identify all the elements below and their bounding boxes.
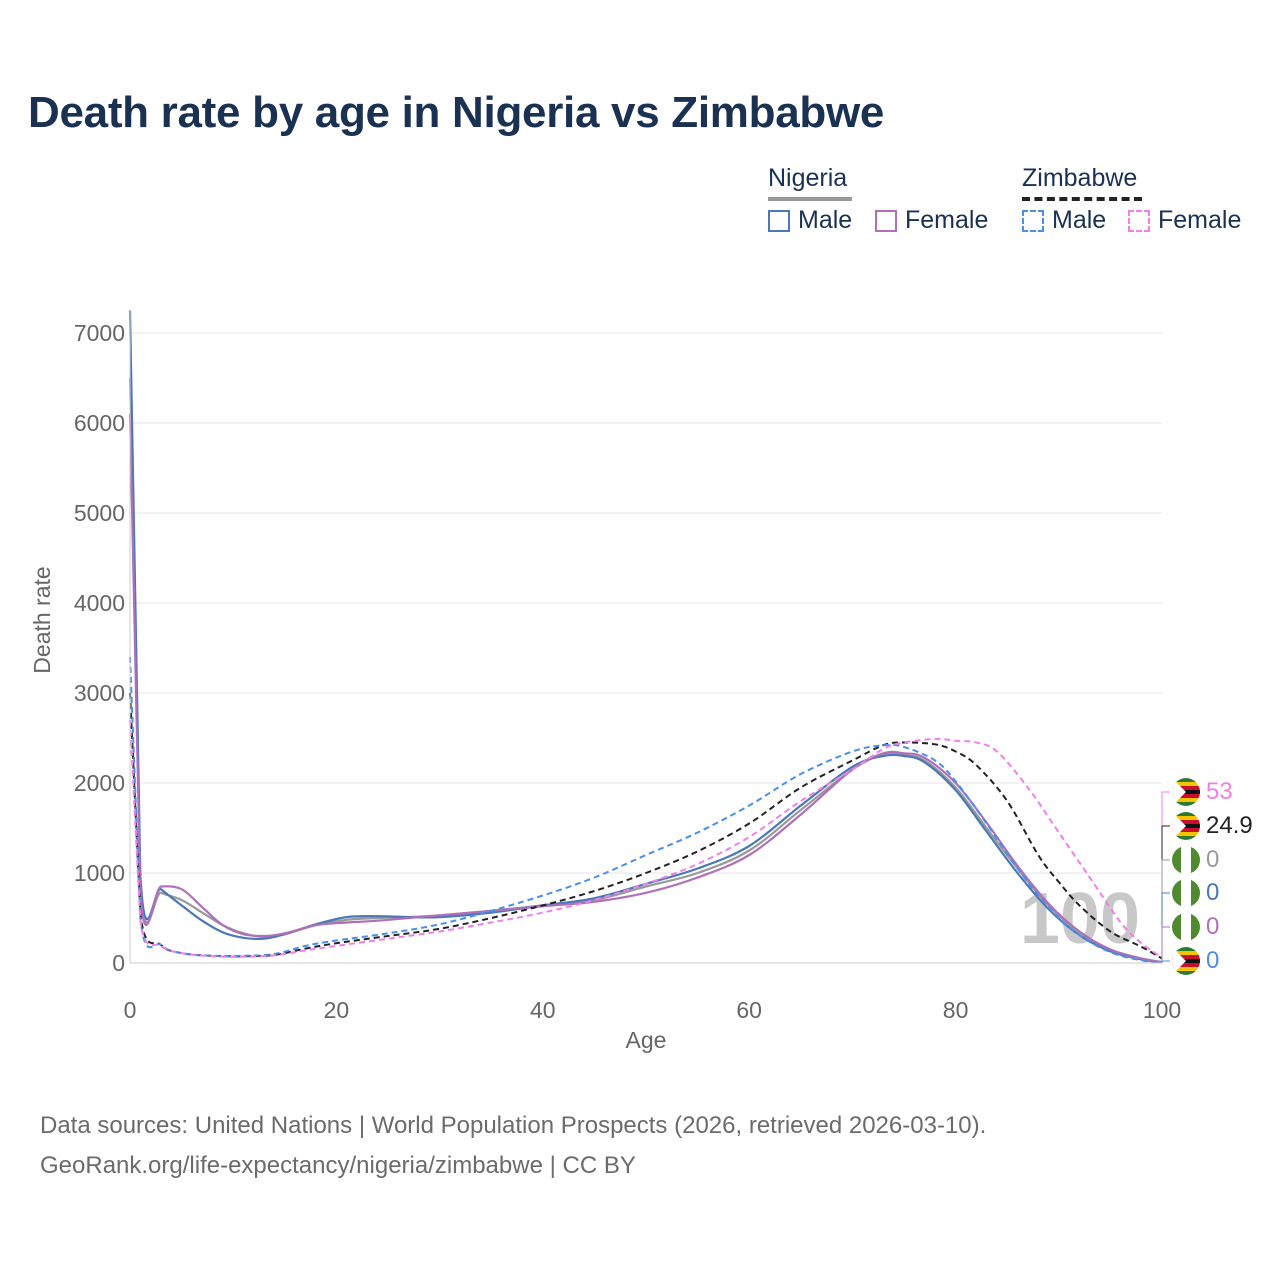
x-tick-label: 40 [530, 997, 556, 1023]
end-value-label: 0 [1206, 846, 1220, 873]
end-value-label: 53 [1206, 778, 1233, 805]
nigeria-flag-icon [1172, 879, 1200, 907]
footer-link[interactable]: GeoRank.org/life-expectancy/nigeria/zimb… [40, 1152, 636, 1179]
legend-group-zimbabwe: Zimbabwe [1022, 164, 1142, 201]
legend-item-zimbabwe-male[interactable]: Male [1022, 206, 1106, 235]
nigeria-flag-icon [1172, 913, 1200, 941]
footer: Data sources: United Nations | World Pop… [40, 1106, 986, 1186]
legend-item-label: Female [905, 206, 989, 234]
x-tick-label: 20 [324, 997, 350, 1023]
end-value-label: 0 [1206, 947, 1220, 974]
series-line-zimbabwe-male[interactable] [129, 656, 1163, 964]
zimbabwe-flag-icon [1172, 812, 1200, 840]
y-tick-label: 5000 [74, 500, 125, 526]
y-tick-label: 1000 [74, 860, 125, 886]
legend-swatch [1022, 209, 1044, 232]
x-axis-label: Age [626, 1027, 667, 1053]
series-lines [128, 310, 1163, 964]
end-label-connector [1161, 825, 1170, 963]
legend-swatch [768, 209, 790, 232]
end-value-label: 0 [1206, 879, 1220, 906]
end-value-label: 24.9 [1206, 812, 1253, 839]
end-label-connector [1161, 926, 1170, 963]
y-axis-label: Death rate [29, 566, 55, 673]
y-tick-label: 0 [112, 950, 125, 976]
end-label-connector [1161, 791, 1170, 963]
x-tick-label: 60 [736, 997, 762, 1023]
y-tick-label: 7000 [74, 320, 125, 346]
legend: Nigeria Zimbabwe [0, 160, 1280, 240]
end-label-connectors [1161, 791, 1170, 963]
series-line-nigeria-total[interactable] [128, 377, 1163, 964]
zimbabwe-flag-icon [1172, 778, 1200, 806]
series-line-zimbabwe-female[interactable] [129, 719, 1163, 959]
y-tick-label: 6000 [74, 410, 125, 436]
end-label-connector [1161, 960, 1170, 963]
y-tick-label: 2000 [74, 770, 125, 796]
legend-item-zimbabwe-female[interactable]: Female [1128, 206, 1241, 235]
zimbabwe-flag-icon [1172, 947, 1200, 975]
legend-group-line [768, 197, 852, 201]
chart-area: 0 1000 2000 3000 4000 5000 6000 7000 0 20 40 60 80 10… [29, 310, 1181, 1053]
legend-group-label: Zimbabwe [1022, 164, 1138, 192]
legend-group-nigeria: Nigeria [768, 164, 852, 201]
series-line-zimbabwe-total[interactable] [129, 692, 1163, 960]
chart-title: Death rate by age in Nigeria vs Zimbabwe [28, 88, 885, 137]
tick-labels: 0 1000 2000 3000 4000 5000 6000 7000 0 20 40 60 80 10… [74, 320, 1181, 1023]
nigeria-flag-icon [1172, 846, 1200, 874]
gridlines [130, 332, 1162, 964]
legend-group-line [1022, 197, 1142, 201]
x-tick-label: 80 [943, 997, 969, 1023]
y-tick-label: 4000 [74, 590, 125, 616]
end-value-label: 0 [1206, 913, 1220, 940]
legend-item-nigeria-female[interactable]: Female [875, 206, 988, 235]
x-tick-label: 0 [124, 997, 137, 1023]
legend-item-nigeria-male[interactable]: Male [768, 206, 852, 235]
end-label-connector [1161, 892, 1170, 963]
x-tick-label: 100 [1143, 997, 1181, 1023]
footer-sources: Data sources: United Nations | World Pop… [40, 1112, 987, 1139]
legend-item-label: Female [1158, 206, 1242, 234]
legend-swatch [875, 209, 897, 232]
legend-group-label: Nigeria [768, 164, 848, 192]
legend-swatch [1128, 209, 1150, 232]
series-line-nigeria-male[interactable] [128, 310, 1163, 964]
y-tick-label: 3000 [74, 680, 125, 706]
series-line-nigeria-female[interactable] [128, 413, 1163, 964]
end-label-connector [1161, 859, 1170, 963]
legend-item-label: Male [1052, 206, 1107, 234]
legend-item-label: Male [798, 206, 853, 234]
